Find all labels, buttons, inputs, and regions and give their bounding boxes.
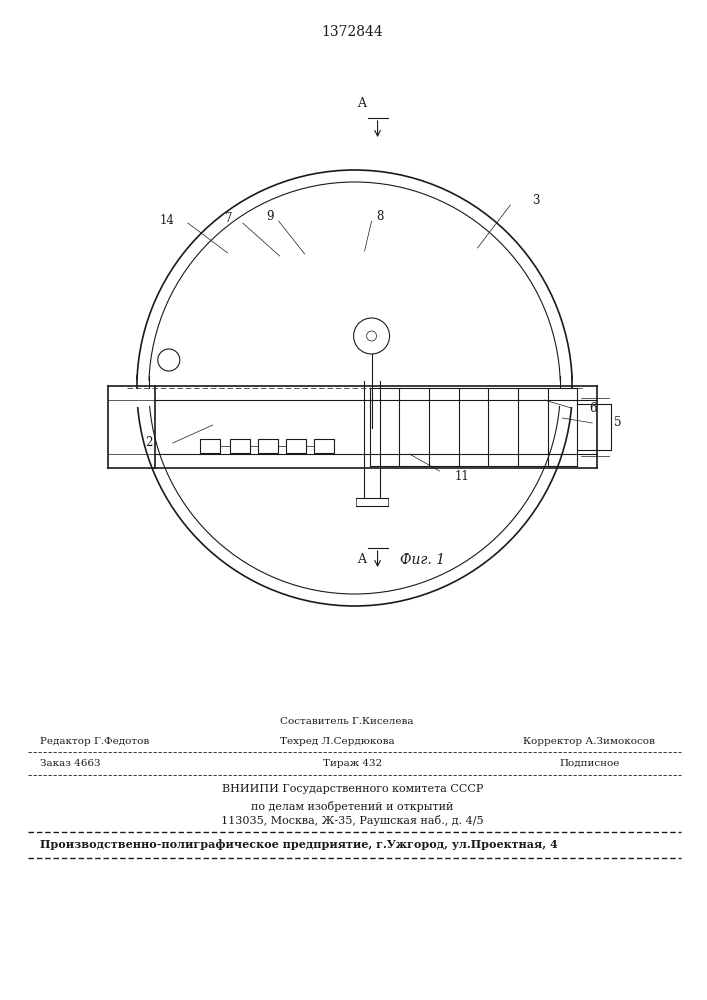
Bar <box>286 439 305 453</box>
Text: 11: 11 <box>455 470 469 483</box>
Text: 7: 7 <box>225 212 232 225</box>
Text: 8: 8 <box>377 210 384 223</box>
Bar <box>314 439 334 453</box>
Text: ВНИИПИ Государственного комитета СССР: ВНИИПИ Государственного комитета СССР <box>222 784 484 794</box>
Text: Заказ 4663: Заказ 4663 <box>40 758 100 768</box>
Bar <box>230 439 250 453</box>
Text: A: A <box>357 97 366 110</box>
Text: Техред Л.Сердюкова: Техред Л.Сердюкова <box>280 738 395 746</box>
Text: 6: 6 <box>590 401 597 414</box>
Text: 3: 3 <box>532 194 540 207</box>
Text: Редактор Г.Федотов: Редактор Г.Федотов <box>40 738 149 746</box>
Text: 5: 5 <box>614 416 621 430</box>
Text: Тираж 432: Тираж 432 <box>323 758 382 768</box>
Text: Корректор А.Зимокосов: Корректор А.Зимокосов <box>523 738 655 746</box>
Text: 1372844: 1372844 <box>322 25 383 39</box>
Text: 9: 9 <box>267 210 274 223</box>
Text: 14: 14 <box>160 215 175 228</box>
Text: 2: 2 <box>145 436 152 450</box>
Text: по делам изобретений и открытий: по делам изобретений и открытий <box>252 800 454 812</box>
Text: Составитель Г.Киселева: Составитель Г.Киселева <box>280 718 413 726</box>
Text: 113035, Москва, Ж-35, Раушская наб., д. 4/5: 113035, Москва, Ж-35, Раушская наб., д. … <box>221 814 484 826</box>
Bar <box>200 439 220 453</box>
Bar <box>257 439 278 453</box>
Text: Производственно-полиграфическое предприятие, г.Ужгород, ул.Проектная, 4: Производственно-полиграфическое предприя… <box>40 840 558 850</box>
Text: Подписное: Подписное <box>559 758 619 768</box>
Text: A: A <box>357 553 366 566</box>
Text: Фиг. 1: Фиг. 1 <box>399 553 445 567</box>
